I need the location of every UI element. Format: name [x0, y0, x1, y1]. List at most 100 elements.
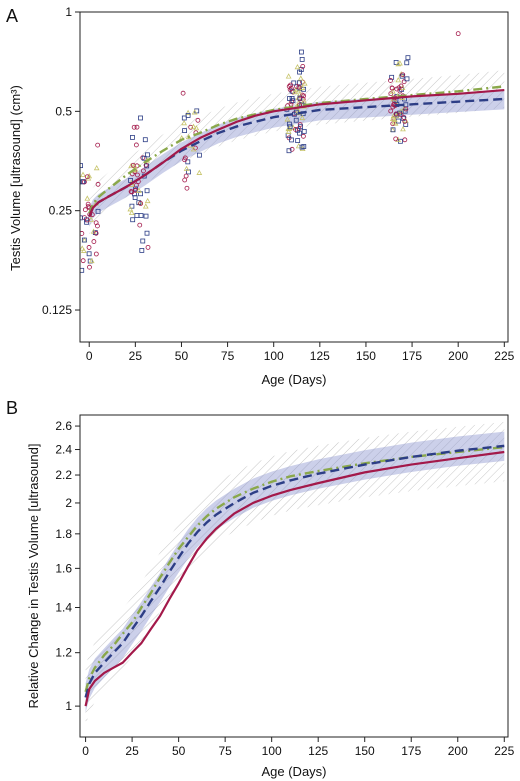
data-point	[289, 137, 294, 143]
data-point	[196, 169, 203, 175]
data-point	[88, 257, 95, 264]
data-point	[138, 115, 143, 121]
data-point	[134, 213, 140, 218]
data-point	[129, 189, 135, 195]
data-point	[90, 228, 97, 234]
data-point	[393, 111, 399, 117]
series-line-blue	[84, 444, 505, 698]
data-point	[141, 168, 146, 174]
data-point	[91, 239, 97, 244]
data-point	[184, 185, 190, 191]
data-point	[300, 63, 306, 69]
data-point	[139, 248, 145, 253]
panel-a-x-axis: 0 25 50 75 100 125 150 175 200 225	[86, 342, 515, 363]
data-point	[81, 237, 88, 243]
data-point	[301, 133, 306, 139]
x-tick-label: 25	[129, 349, 143, 363]
data-point	[190, 146, 197, 152]
data-point	[301, 93, 307, 99]
data-point	[395, 136, 401, 142]
data-point	[301, 128, 307, 134]
y-tick-label: 0.5	[55, 104, 72, 118]
data-point	[293, 127, 298, 132]
data-point	[80, 231, 85, 236]
data-point	[182, 155, 188, 161]
data-point	[93, 230, 99, 236]
panel-a-x-axis-title: Age (Days)	[261, 372, 326, 387]
data-point	[137, 222, 143, 228]
data-point	[404, 60, 410, 66]
data-point	[298, 124, 304, 130]
data-point	[191, 109, 198, 115]
panel-b-x-axis: 0 25 50 75 100 125 150 175 200 225	[82, 737, 515, 758]
data-point	[183, 173, 189, 179]
data-point	[297, 95, 303, 101]
data-point	[390, 127, 396, 133]
x-tick-label: 225	[494, 744, 514, 758]
panel-letter-a: A	[6, 6, 18, 26]
data-point	[81, 237, 87, 243]
data-point	[143, 162, 149, 168]
x-tick-label: 200	[448, 349, 468, 363]
data-point	[140, 238, 146, 244]
y-tick-label: 1.8	[55, 527, 72, 541]
x-tick-label: 200	[448, 744, 468, 758]
data-point	[400, 126, 406, 132]
data-point	[301, 98, 307, 104]
data-point	[398, 112, 404, 118]
x-tick-label: 100	[264, 349, 284, 363]
data-point	[396, 85, 402, 91]
data-point	[196, 152, 202, 158]
x-tick-label: 150	[356, 349, 376, 363]
panel-a-y-axis: 0.125 0.25 0.5 1	[42, 5, 80, 317]
panel-b-confidence-bands	[85, 421, 505, 726]
data-point	[296, 84, 302, 90]
data-point	[396, 118, 402, 124]
data-point	[195, 117, 201, 123]
y-tick-label: 1.2	[55, 646, 72, 660]
data-point	[129, 203, 135, 209]
y-tick-label: 2	[65, 496, 72, 510]
data-point	[389, 85, 395, 91]
data-point	[299, 49, 304, 55]
data-point	[136, 187, 142, 193]
x-tick-label: 75	[218, 744, 232, 758]
data-point	[88, 216, 94, 222]
data-point	[86, 245, 92, 250]
data-point	[401, 105, 408, 111]
data-point	[87, 264, 92, 270]
data-point	[185, 109, 191, 115]
y-tick-label: 0.125	[42, 303, 72, 317]
data-point	[286, 148, 292, 154]
data-point	[93, 164, 100, 171]
data-point	[388, 108, 394, 114]
x-tick-label: 175	[401, 744, 421, 758]
data-point	[181, 119, 187, 126]
data-point	[299, 114, 306, 121]
data-point	[80, 267, 85, 273]
y-tick-label: 2.6	[55, 419, 72, 433]
x-tick-label: 225	[494, 349, 514, 363]
x-tick-label: 175	[402, 349, 422, 363]
data-point	[285, 132, 291, 138]
data-point	[128, 178, 133, 183]
panel-a: A 0 25 50 75 100 125 150 175 200 225 0.125 0.25 0.5…	[6, 5, 515, 387]
data-point	[80, 245, 86, 251]
data-point	[299, 57, 305, 62]
data-point	[86, 251, 92, 257]
y-tick-label: 1	[65, 699, 72, 713]
data-point	[289, 146, 295, 152]
panel-a-scatter-points	[80, 31, 461, 273]
data-point	[95, 208, 101, 214]
x-tick-label: 100	[262, 744, 282, 758]
series-line-green	[88, 85, 505, 215]
panel-b-fit-lines	[84, 444, 505, 707]
data-point	[82, 207, 88, 213]
x-tick-label: 125	[308, 744, 328, 758]
data-point	[388, 78, 393, 83]
data-point	[292, 86, 299, 93]
data-point	[128, 162, 135, 169]
data-point	[182, 177, 188, 183]
data-point	[300, 96, 306, 102]
panel-a-y-axis-title: Testis Volume [ultrasound] (cm³)	[8, 85, 23, 271]
